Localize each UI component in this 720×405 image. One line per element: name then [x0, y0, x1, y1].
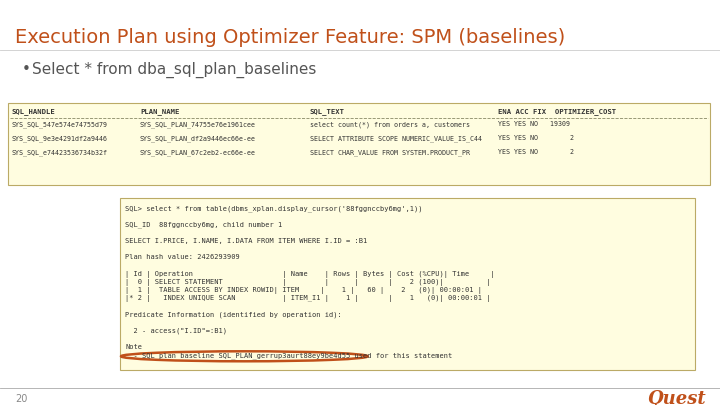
Text: SYS_SQL_547e574e74755d79: SYS_SQL_547e574e74755d79: [12, 121, 108, 128]
Text: SQL_TEXT: SQL_TEXT: [310, 108, 345, 115]
Text: YES YES NO        2: YES YES NO 2: [498, 149, 574, 155]
FancyBboxPatch shape: [8, 103, 710, 185]
Text: Quest: Quest: [647, 390, 706, 405]
Text: SELECT I.PRICE, I.NAME, I.DATA FROM ITEM WHERE I.ID = :B1: SELECT I.PRICE, I.NAME, I.DATA FROM ITEM…: [125, 238, 367, 244]
Text: YES YES NO        2: YES YES NO 2: [498, 135, 574, 141]
Text: ENA ACC FIX  OPTIMIZER_COST: ENA ACC FIX OPTIMIZER_COST: [498, 108, 616, 115]
Text: SQL_HANDLE: SQL_HANDLE: [12, 108, 55, 115]
Text: Note: Note: [125, 344, 142, 350]
Text: |  1 |  TABLE ACCESS BY INDEX ROWID| ITEM     |    1 |   60 |    2   (0)| 00:00:: | 1 | TABLE ACCESS BY INDEX ROWID| ITEM …: [125, 287, 482, 294]
Text: |  0 | SELECT STATEMENT              |         |      |       |    2 (100)|     : | 0 | SELECT STATEMENT | | | | 2 (100)|: [125, 279, 490, 286]
Text: SYS_SQL_PLAN_74755e76e1961cee: SYS_SQL_PLAN_74755e76e1961cee: [140, 121, 256, 128]
Text: Predicate Information (identified by operation id):: Predicate Information (identified by ope…: [125, 311, 342, 318]
Text: PLAN_NAME: PLAN_NAME: [140, 108, 179, 115]
Text: SELECT CHAR_VALUE FROM SYSTEM.PRODUCT_PR: SELECT CHAR_VALUE FROM SYSTEM.PRODUCT_PR: [310, 149, 470, 156]
Text: SYS_SQL_PLAN_67c2eb2-ec66e-ee: SYS_SQL_PLAN_67c2eb2-ec66e-ee: [140, 149, 256, 156]
Text: Execution Plan using Optimizer Feature: SPM (baselines): Execution Plan using Optimizer Feature: …: [15, 28, 565, 47]
Text: 20: 20: [15, 394, 27, 404]
Text: | Id | Operation                     | Name    | Rows | Bytes | Cost (%CPU)| Tim: | Id | Operation | Name | Rows | Bytes |…: [125, 271, 495, 277]
Text: select count(*) from orders a, customers: select count(*) from orders a, customers: [310, 121, 470, 128]
Text: SYS_SQL_e74423536734b32f: SYS_SQL_e74423536734b32f: [12, 149, 108, 156]
Text: SYS_SQL_PLAN_df2a9446ec66e-ee: SYS_SQL_PLAN_df2a9446ec66e-ee: [140, 135, 256, 142]
Text: - SQL plan baseline SQL_PLAN_gerrup3aurt88ey9be4d55 used for this statement: - SQL plan baseline SQL_PLAN_gerrup3aurt…: [125, 353, 452, 359]
Text: Plan hash value: 2426293909: Plan hash value: 2426293909: [125, 254, 240, 260]
Text: SQL> select * from table(dbms_xplan.display_cursor('88fggnccby6mg',1)): SQL> select * from table(dbms_xplan.disp…: [125, 205, 423, 212]
Text: |* 2 |   INDEX UNIQUE SCAN           | ITEM_I1 |    1 |       |    1   (0)| 00:0: |* 2 | INDEX UNIQUE SCAN | ITEM_I1 | 1 |…: [125, 295, 490, 302]
FancyBboxPatch shape: [120, 198, 695, 370]
Text: •: •: [22, 62, 31, 77]
Text: SQL_ID  88fggnccby6mg, child number 1: SQL_ID 88fggnccby6mg, child number 1: [125, 222, 282, 228]
Text: 2 - access("I.ID"=:B1): 2 - access("I.ID"=:B1): [125, 328, 227, 335]
Text: SYS_SQL_9e3e4291df2a9446: SYS_SQL_9e3e4291df2a9446: [12, 135, 108, 142]
Text: SELECT ATTRIBUTE SCOPE NUMERIC_VALUE_IS_C44: SELECT ATTRIBUTE SCOPE NUMERIC_VALUE_IS_…: [310, 135, 482, 142]
Text: YES YES NO   19309: YES YES NO 19309: [498, 121, 570, 127]
Text: Select * from dba_sql_plan_baselines: Select * from dba_sql_plan_baselines: [32, 62, 316, 78]
